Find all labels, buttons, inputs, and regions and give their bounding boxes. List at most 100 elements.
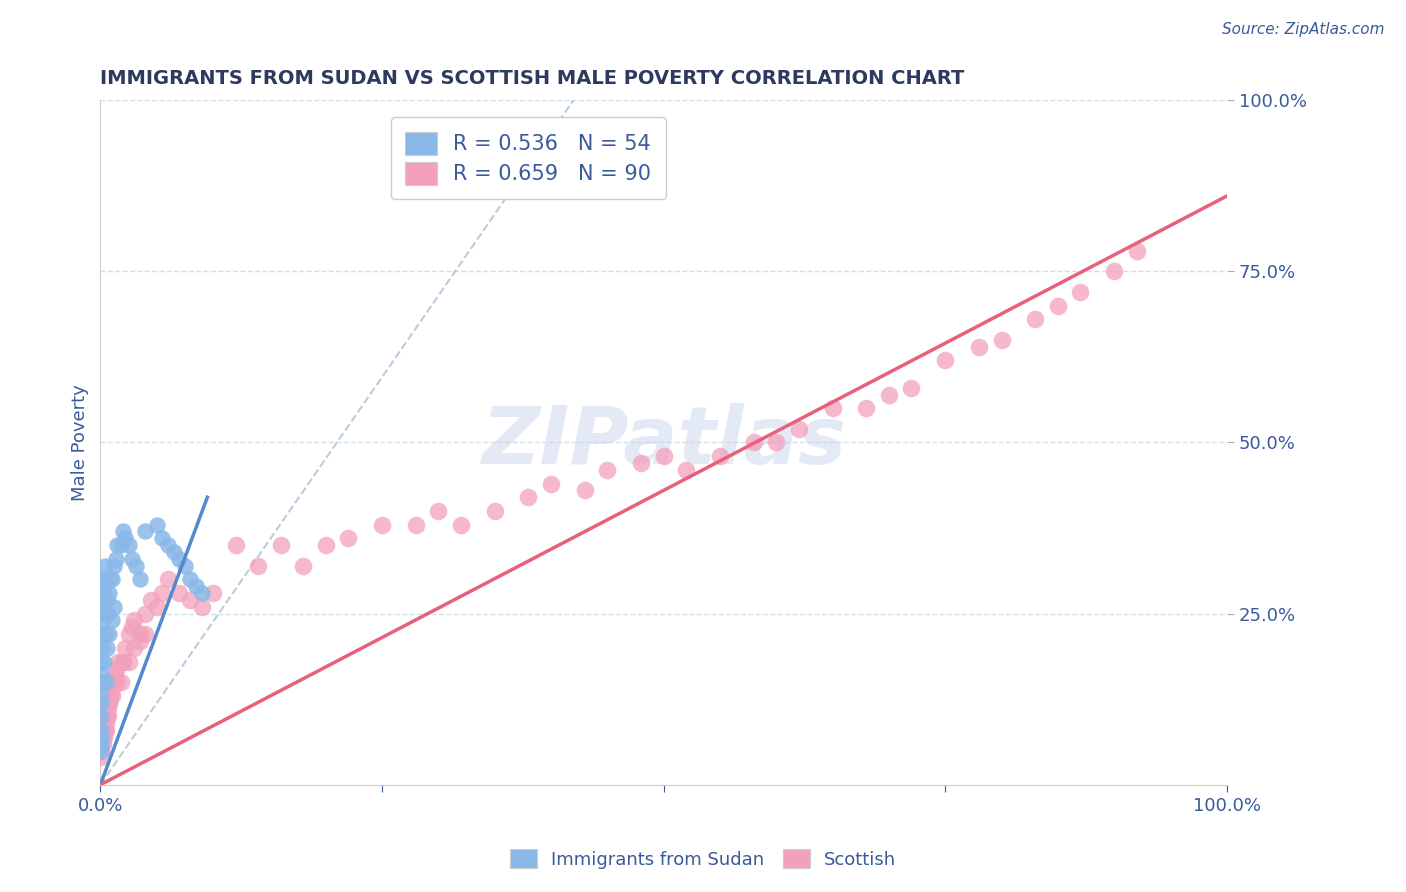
Point [90,743,112,757]
Point [90,737,112,751]
Point [877,387,900,401]
Point [100,689,122,703]
Legend: R = 0.536   N = 54, R = 0.659   N = 90: R = 0.536 N = 54, R = 0.659 N = 90 [391,118,666,199]
Point [990,333,1012,347]
Point [90,709,112,723]
Point [96,696,118,710]
Point [765,435,787,450]
Point [107,655,129,669]
Point [855,401,877,416]
Point [1046,299,1069,313]
Point [1024,312,1046,326]
Point [517,490,540,504]
Point [91,675,114,690]
Point [337,531,360,545]
Point [98,696,121,710]
Point [111,655,134,669]
Text: ZIPatlas: ZIPatlas [481,403,846,482]
Point [630,456,652,470]
Point [652,449,675,463]
Point [91,730,114,744]
Point [94,716,117,731]
Point [90,750,112,764]
Point [190,599,212,614]
Point [105,552,128,566]
Point [105,538,128,552]
Point [96,593,118,607]
Point [94,558,117,573]
Point [93,573,115,587]
Point [292,558,315,573]
Point [94,716,117,731]
Point [100,614,122,628]
Point [100,689,122,703]
Point [1069,285,1091,299]
Point [91,716,114,731]
Point [139,593,162,607]
Point [103,675,125,690]
Point [122,614,145,628]
Point [128,573,150,587]
Point [405,517,427,532]
Point [427,504,450,518]
Point [94,723,117,737]
Point [103,558,125,573]
Point [225,538,247,552]
Legend: Immigrants from Sudan, Scottish: Immigrants from Sudan, Scottish [502,842,904,876]
Point [105,675,128,690]
Point [111,524,134,539]
Point [90,723,112,737]
Point [90,737,112,751]
Point [93,655,115,669]
Point [128,627,150,641]
Point [91,627,114,641]
Point [110,538,132,552]
Point [98,627,121,641]
Point [96,709,118,723]
Point [967,340,990,354]
Point [100,681,122,696]
Point [315,538,337,552]
Point [787,422,810,436]
Point [122,640,145,655]
Point [94,627,117,641]
Point [91,586,114,600]
Point [179,593,201,607]
Point [201,586,224,600]
Point [114,531,136,545]
Point [134,627,156,641]
Point [90,640,112,655]
Point [91,593,114,607]
Point [90,730,112,744]
Point [90,743,112,757]
Point [128,634,150,648]
Text: IMMIGRANTS FROM SUDAN VS SCOTTISH MALE POVERTY CORRELATION CHART: IMMIGRANTS FROM SUDAN VS SCOTTISH MALE P… [100,69,965,87]
Y-axis label: Male Poverty: Male Poverty [72,384,89,500]
Point [104,668,127,682]
Point [450,517,472,532]
Point [105,661,128,675]
Point [94,723,117,737]
Point [97,607,120,621]
Point [100,681,122,696]
Point [150,531,173,545]
Point [90,723,112,737]
Point [134,607,156,621]
Point [94,709,117,723]
Point [90,696,112,710]
Point [742,435,765,450]
Point [94,675,117,690]
Point [709,449,731,463]
Point [93,586,115,600]
Point [117,627,139,641]
Point [540,476,562,491]
Point [91,668,114,682]
Point [114,640,136,655]
Point [1102,264,1125,278]
Point [93,723,115,737]
Point [90,675,112,690]
Point [93,730,115,744]
Point [117,538,139,552]
Point [156,538,179,552]
Point [247,558,270,573]
